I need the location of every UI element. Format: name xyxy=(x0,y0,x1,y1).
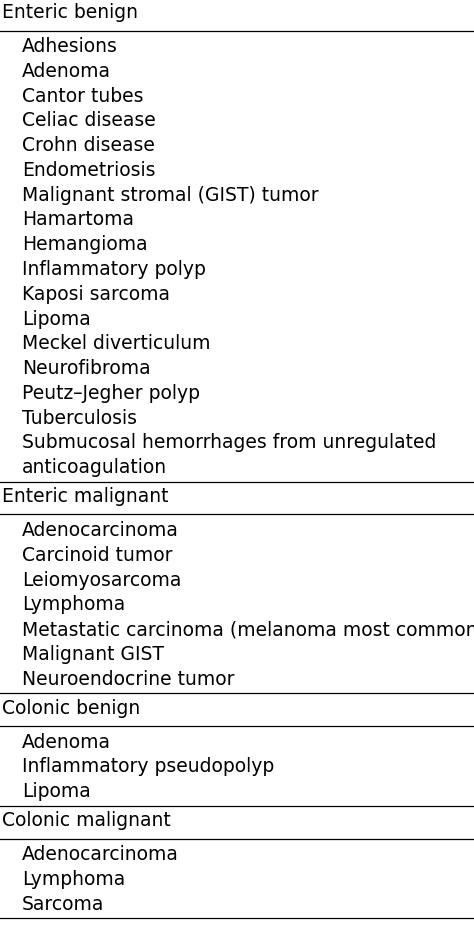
Text: Neurofibroma: Neurofibroma xyxy=(22,358,151,378)
Text: Adhesions: Adhesions xyxy=(22,37,118,56)
Text: Malignant GIST: Malignant GIST xyxy=(22,644,164,664)
Text: Adenocarcinoma: Adenocarcinoma xyxy=(22,521,179,539)
Text: Meckel diverticulum: Meckel diverticulum xyxy=(22,334,210,353)
Text: Colonic benign: Colonic benign xyxy=(2,698,141,717)
Text: Lymphoma: Lymphoma xyxy=(22,595,125,613)
Text: Adenocarcinoma: Adenocarcinoma xyxy=(22,844,179,863)
Text: Hemangioma: Hemangioma xyxy=(22,235,147,254)
Text: Sarcoma: Sarcoma xyxy=(22,894,104,913)
Text: Leiomyosarcoma: Leiomyosarcoma xyxy=(22,570,182,589)
Text: Crohn disease: Crohn disease xyxy=(22,136,155,155)
Text: Metastatic carcinoma (melanoma most common): Metastatic carcinoma (melanoma most comm… xyxy=(22,620,474,638)
Text: anticoagulation: anticoagulation xyxy=(22,458,167,477)
Text: Lipoma: Lipoma xyxy=(22,781,91,800)
Text: Neuroendocrine tumor: Neuroendocrine tumor xyxy=(22,669,235,688)
Text: Kaposi sarcoma: Kaposi sarcoma xyxy=(22,285,170,303)
Text: Colonic malignant: Colonic malignant xyxy=(2,810,171,830)
Text: Inflammatory polyp: Inflammatory polyp xyxy=(22,260,206,278)
Text: Enteric benign: Enteric benign xyxy=(2,4,138,22)
Text: Cantor tubes: Cantor tubes xyxy=(22,86,144,106)
Text: Peutz–Jegher polyp: Peutz–Jegher polyp xyxy=(22,383,200,403)
Text: Adenoma: Adenoma xyxy=(22,62,111,81)
Text: Submucosal hemorrhages from unregulated: Submucosal hemorrhages from unregulated xyxy=(22,432,437,452)
Text: Lipoma: Lipoma xyxy=(22,309,91,329)
Text: Malignant stromal (GIST) tumor: Malignant stromal (GIST) tumor xyxy=(22,186,319,204)
Text: Lymphoma: Lymphoma xyxy=(22,869,125,888)
Text: Enteric malignant: Enteric malignant xyxy=(2,487,169,506)
Text: Hamartoma: Hamartoma xyxy=(22,211,134,229)
Text: Carcinoid tumor: Carcinoid tumor xyxy=(22,546,173,564)
Text: Celiac disease: Celiac disease xyxy=(22,111,156,130)
Text: Inflammatory pseudopolyp: Inflammatory pseudopolyp xyxy=(22,756,274,776)
Text: Adenoma: Adenoma xyxy=(22,732,111,751)
Text: Tuberculosis: Tuberculosis xyxy=(22,408,137,427)
Text: Endometriosis: Endometriosis xyxy=(22,161,155,180)
